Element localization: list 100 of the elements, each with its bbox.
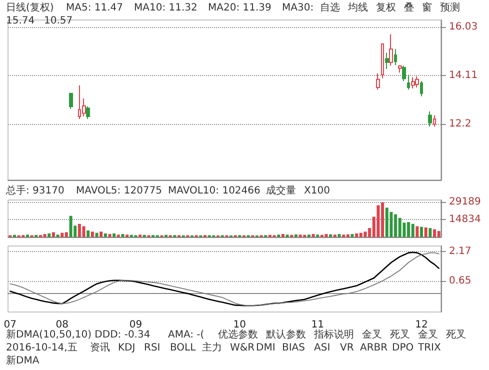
text: 新DMA: [6, 354, 40, 366]
bar: [281, 234, 284, 237]
y-tick-label: 0.65: [449, 275, 472, 286]
bar: [121, 234, 124, 237]
x-tick-label: 10: [233, 320, 246, 330]
bar: [329, 234, 332, 237]
bar: [398, 218, 402, 237]
text: MA10: 11.32: [134, 2, 198, 14]
text: ASI: [314, 342, 330, 354]
bar: [390, 212, 393, 237]
bar: [312, 234, 315, 237]
text: 复权: [376, 2, 396, 14]
text: 死叉: [390, 330, 410, 340]
text: MAVOL10: 102466: [168, 186, 260, 196]
text: 默认参数: [265, 328, 306, 340]
text: 预测: [440, 2, 460, 14]
candlestick: [411, 76, 415, 89]
x-tick-label: 08: [56, 320, 68, 330]
bar: [428, 228, 432, 237]
text: 新DMA(10,50,10) DDD: -0.34: [6, 328, 150, 340]
text: MA30:: [282, 2, 314, 14]
bar: [69, 216, 72, 237]
text: 资讯: [90, 342, 110, 354]
bar: [433, 229, 436, 237]
bar: [43, 234, 46, 237]
bar: [376, 205, 380, 237]
text: DPO: [392, 342, 414, 354]
bar: [108, 234, 112, 237]
bar: [364, 232, 367, 237]
text: 总手: 93170: [5, 184, 64, 196]
bar: [338, 234, 341, 237]
bar: [437, 231, 440, 237]
candlestick: [433, 114, 436, 128]
y-tick-label: 12.2: [449, 118, 472, 130]
x-tick-label: 12: [415, 320, 428, 330]
y-tick-label: 14834: [449, 214, 481, 225]
bar: [90, 232, 94, 237]
bar: [104, 233, 107, 237]
text: TRIX: [417, 342, 442, 354]
text: 日线(复权): [6, 2, 54, 14]
bar: [420, 226, 424, 237]
text: 均线: [347, 2, 368, 14]
text: MA20: 11.39: [208, 2, 272, 14]
bar: [416, 226, 419, 237]
text: BOLL: [170, 342, 196, 354]
bar: [52, 232, 55, 237]
x-tick-label: 09: [129, 320, 142, 330]
text: BIAS: [282, 342, 305, 354]
text: KDJ: [118, 342, 136, 354]
bar: [64, 232, 68, 237]
text: DMI: [256, 342, 276, 354]
text: 死叉: [446, 330, 466, 340]
text: 叠: [404, 2, 414, 14]
bar: [324, 234, 328, 237]
candlestick: [402, 65, 406, 82]
text: 主力: [202, 342, 222, 354]
candlestick: [394, 48, 397, 66]
candlestick: [86, 106, 90, 120]
annotation: 15.74: [6, 16, 35, 26]
text: MAVOL5: 120775: [76, 186, 162, 196]
text: AMA: -(: [168, 330, 204, 340]
bar: [86, 230, 90, 237]
bar: [424, 227, 428, 237]
text: 金叉: [362, 328, 382, 340]
text: X100: [304, 186, 330, 196]
bar: [95, 232, 98, 237]
text: VR: [340, 342, 354, 354]
y-tick-label: 16.03: [449, 21, 478, 32]
candlestick: [420, 80, 423, 97]
x-tick-label: 07: [4, 320, 17, 330]
text: 成交量: [266, 184, 296, 196]
candlestick: [385, 52, 389, 70]
x-tick-label: 11: [311, 320, 324, 330]
text: 优选参数: [218, 328, 258, 340]
bar: [359, 232, 362, 237]
bar: [82, 226, 86, 237]
candlestick: [376, 72, 380, 90]
bar: [60, 232, 64, 237]
candlestick: [407, 74, 410, 90]
bar: [355, 233, 358, 237]
y-tick-label: 2.17: [449, 246, 472, 257]
bar: [100, 232, 103, 237]
candlestick: [428, 110, 432, 128]
bar: [112, 233, 116, 237]
text: RSI: [144, 342, 160, 354]
text: 自选: [320, 2, 340, 14]
text: W&R: [230, 342, 255, 354]
candlestick: [69, 92, 73, 110]
candlestick: [389, 34, 393, 66]
text: MA5: 11.47: [66, 2, 124, 14]
bar: [411, 224, 414, 237]
bar: [350, 234, 354, 237]
text: 指标说明: [313, 328, 354, 340]
y-tick-label: 29189: [449, 196, 481, 208]
bar: [48, 233, 51, 237]
text: ARBR: [360, 342, 388, 354]
bar: [346, 234, 350, 237]
text: 窗: [422, 2, 432, 14]
bar: [385, 208, 388, 237]
y-tick-label: 14.11: [449, 70, 478, 82]
